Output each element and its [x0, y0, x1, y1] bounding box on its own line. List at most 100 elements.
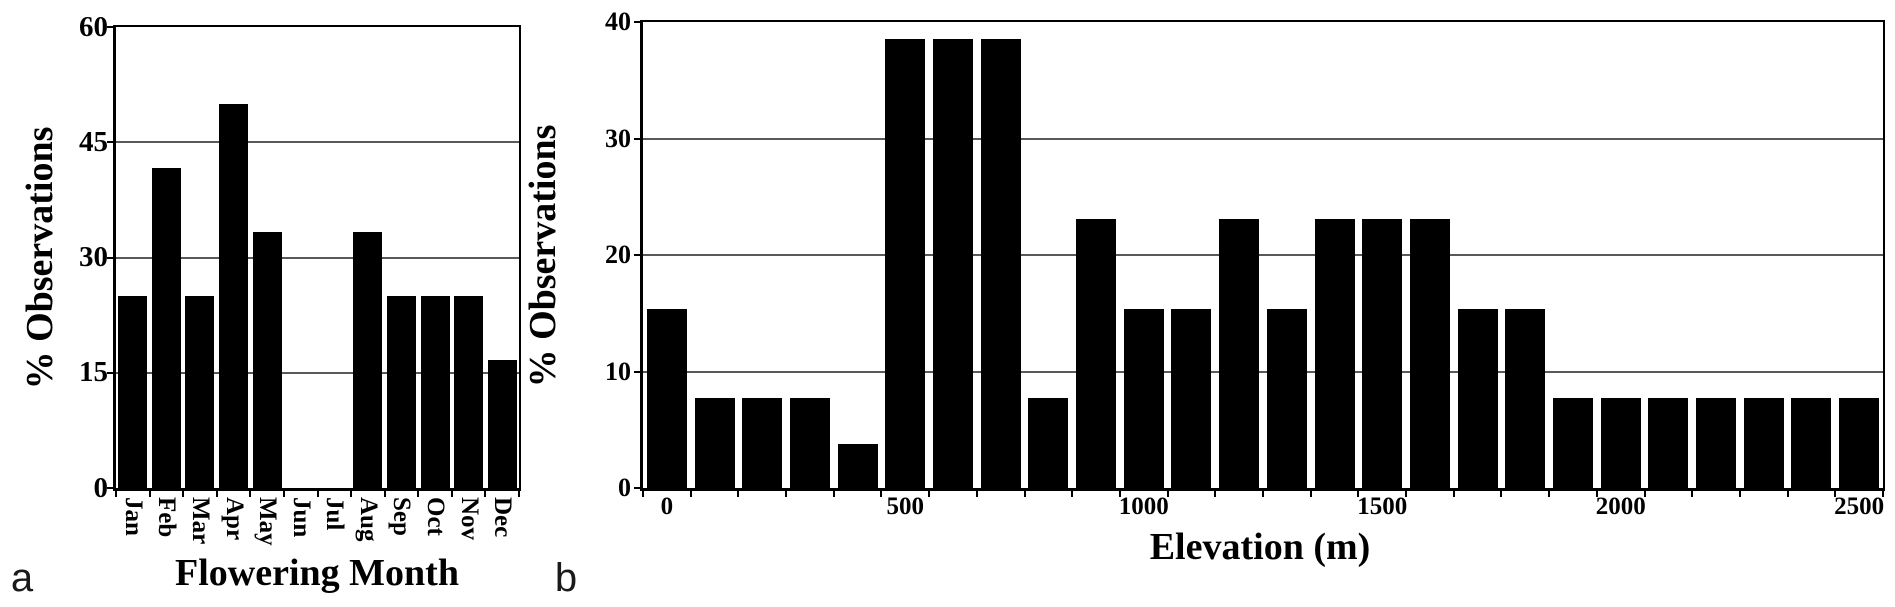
y-tick-label-a-30: 30 [79, 241, 108, 273]
y-tick-b-40 [634, 21, 640, 23]
x-tick-a-2 [182, 488, 185, 497]
bar-a-Apr [219, 103, 249, 488]
x-tick-b-0 [642, 488, 644, 497]
bar-b-1500 [1362, 218, 1403, 488]
y-tick-a-60 [107, 26, 113, 28]
bar-b-1400 [1314, 218, 1355, 488]
x-tick-b-4 [832, 488, 835, 497]
x-tick-a-12 [518, 488, 520, 497]
y-tick-a-30 [107, 256, 113, 259]
bar-b-2100 [1648, 398, 1689, 488]
x-tick-a-6 [316, 488, 319, 497]
bar-b-1300 [1266, 308, 1307, 488]
y-tick-a-15 [107, 371, 113, 374]
bar-a-May [252, 232, 282, 488]
bar-b-800 [1028, 398, 1069, 488]
y-tick-label-a-60: 60 [79, 10, 108, 43]
gridline-30 [643, 137, 1883, 140]
x-tick-label-b-1500: 1500 [1357, 493, 1408, 520]
bar-a-Aug [353, 232, 383, 488]
plot-area-b [640, 20, 1885, 491]
x-tick-label-b-500: 500 [886, 493, 925, 520]
x-tick-a-9 [417, 488, 420, 497]
x-tick-label-b-0: 0 [660, 493, 674, 520]
x-tick-b-7 [975, 488, 978, 497]
bar-b-700 [980, 39, 1021, 488]
y-tick-label-a-0: 0 [93, 471, 109, 504]
x-tick-b-23 [1738, 488, 1741, 497]
bar-b-400 [837, 443, 878, 488]
bar-b-1900 [1553, 398, 1593, 488]
x-tick-b-1 [689, 488, 692, 497]
bar-b-900 [1076, 218, 1117, 488]
bar-b-1100 [1171, 308, 1212, 488]
bar-a-Feb [151, 167, 181, 488]
x-tick-label-a-Jun: Jun [287, 497, 315, 538]
x-tick-b-2 [737, 488, 740, 497]
bar-b-500 [885, 39, 926, 488]
y-tick-b-30 [634, 137, 640, 140]
bar-b-600 [933, 39, 973, 488]
x-tick-label-a-May: May [254, 497, 282, 546]
x-tick-a-8 [383, 488, 386, 497]
x-tick-label-a-Oct: Oct [422, 497, 450, 536]
x-tick-a-5 [282, 488, 285, 497]
bar-b-1200 [1219, 218, 1260, 488]
x-tick-label-b-2000: 2000 [1595, 493, 1646, 520]
x-tick-a-10 [450, 488, 453, 497]
bar-b-200 [742, 398, 783, 488]
x-tick-b-19 [1548, 488, 1551, 497]
bar-a-Mar [185, 295, 215, 488]
y-tick-a-0 [107, 487, 113, 489]
x-tick-a-4 [249, 488, 252, 497]
x-tick-label-a-Dec: Dec [489, 497, 517, 538]
x-tick-b-11 [1166, 488, 1169, 497]
gridline-45 [116, 141, 519, 144]
x-tick-b-10 [1118, 488, 1121, 497]
x-tick-label-a-Jul: Jul [321, 497, 349, 531]
x-tick-b-6 [928, 488, 931, 497]
x-tick-label-a-Sep: Sep [388, 497, 416, 536]
x-tick-label-a-Apr: Apr [220, 497, 248, 541]
bar-b-1000 [1123, 308, 1164, 488]
x-tick-label-a-Nov: Nov [455, 497, 483, 541]
x-tick-b-22 [1691, 488, 1694, 497]
bar-a-Nov [454, 295, 484, 488]
x-tick-label-b-1000: 1000 [1118, 493, 1169, 520]
bar-b-100 [694, 398, 735, 488]
bar-b-1800 [1505, 308, 1546, 488]
x-tick-b-9 [1071, 488, 1074, 497]
gridline-15 [116, 371, 519, 374]
bar-b-2500 [1839, 398, 1880, 488]
x-tick-b-14 [1309, 488, 1312, 497]
x-tick-label-a-Jan: Jan [119, 497, 147, 536]
y-tick-label-b-30: 30 [605, 123, 631, 153]
x-tick-b-8 [1023, 488, 1026, 497]
bar-b-2000 [1600, 398, 1641, 488]
bar-b-2300 [1743, 398, 1784, 488]
x-tick-a-0 [115, 488, 117, 497]
x-axis-title-a: Flowering Month [175, 552, 459, 594]
x-tick-a-1 [148, 488, 151, 497]
x-tick-b-18 [1500, 488, 1503, 497]
panel-label-b: b [554, 556, 578, 600]
bar-a-Sep [386, 295, 416, 488]
x-tick-b-21 [1643, 488, 1646, 497]
gridline-20 [643, 254, 1883, 256]
bar-b-0 [646, 308, 687, 488]
y-tick-a-45 [107, 141, 113, 144]
x-tick-b-5 [880, 488, 883, 497]
y-tick-b-20 [634, 254, 640, 256]
panel-label-a: a [10, 556, 34, 600]
x-tick-label-a-Aug: Aug [354, 497, 382, 542]
x-tick-b-24 [1786, 488, 1789, 497]
y-tick-label-a-45: 45 [79, 125, 108, 158]
bar-a-Oct [420, 295, 450, 488]
bar-a-Dec [487, 359, 517, 488]
bar-b-2200 [1696, 398, 1737, 488]
bar-b-1600 [1409, 218, 1450, 488]
y-tick-label-a-15: 15 [79, 356, 108, 389]
x-tick-b-25 [1834, 488, 1837, 497]
x-tick-b-16 [1405, 488, 1408, 497]
bar-a-Jan [118, 295, 148, 488]
